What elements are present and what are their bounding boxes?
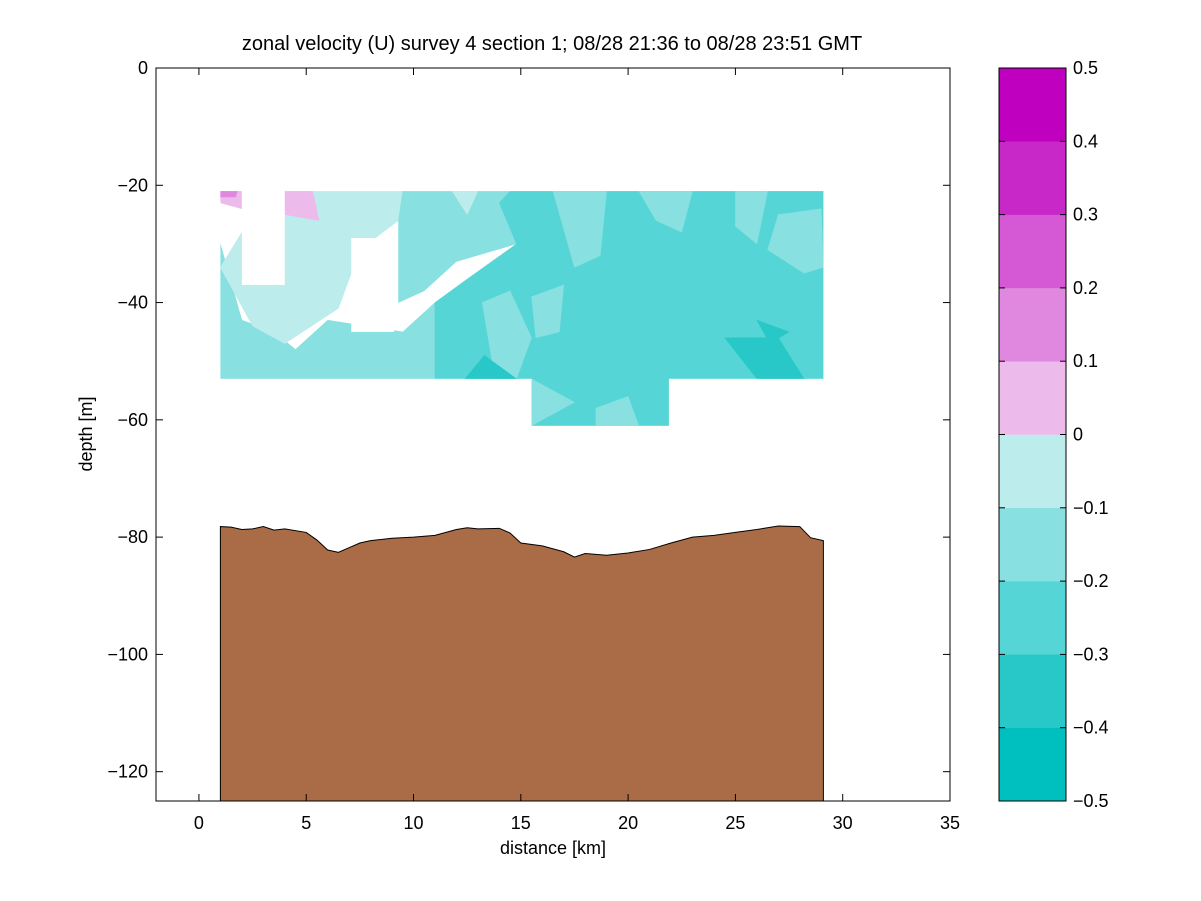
x-tick-label: 10 <box>403 813 423 833</box>
x-tick-label: 20 <box>618 813 638 833</box>
y-tick-label: −120 <box>107 762 148 782</box>
y-tick-label: −40 <box>117 293 148 313</box>
velocity-region <box>464 354 518 380</box>
velocity-field <box>220 191 824 426</box>
x-tick-label: 30 <box>833 813 853 833</box>
colorbar-tick-label: −0.4 <box>1073 718 1109 738</box>
colorbar-tick-label: 0.3 <box>1073 205 1098 225</box>
colorbar-tick-label: −0.2 <box>1073 571 1109 591</box>
y-tick-label: −60 <box>117 410 148 430</box>
y-tick-label: −100 <box>107 644 148 664</box>
velocity-region <box>451 191 479 216</box>
axes-box <box>155 67 951 802</box>
velocity-region <box>595 396 640 426</box>
x-tick-label: 5 <box>301 813 311 833</box>
velocity-region <box>531 284 565 339</box>
velocity-region <box>638 191 693 233</box>
velocity-region <box>531 378 575 426</box>
data-gap <box>351 238 395 332</box>
velocity-region <box>756 319 790 344</box>
velocity-region <box>735 191 768 245</box>
chart-title: zonal velocity (U) survey 4 section 1; 0… <box>242 33 862 55</box>
colorbar-tick-label: 0.1 <box>1073 351 1098 371</box>
y-tick-label: −80 <box>117 527 148 547</box>
y-axis-label: depth [m] <box>76 396 96 471</box>
colorbar-bin <box>998 580 1067 655</box>
colorbar-tick-label: −0.5 <box>1073 791 1109 811</box>
data-gap <box>241 191 285 285</box>
colorbar-tick-label: 0.4 <box>1073 131 1098 151</box>
colorbar-bin <box>998 727 1067 802</box>
colorbar-bin <box>998 287 1067 362</box>
colorbar-bin <box>998 654 1067 728</box>
x-axis-label: distance [km] <box>500 838 606 858</box>
colorbar-bin <box>998 434 1067 509</box>
velocity-region <box>767 208 824 274</box>
colorbar-tick-label: 0 <box>1073 425 1083 445</box>
x-tick-label: 25 <box>725 813 745 833</box>
velocity-region <box>724 337 805 380</box>
x-tick-label: 15 <box>511 813 531 833</box>
velocity-region <box>220 191 238 198</box>
colorbar-bin <box>998 141 1067 215</box>
colorbar-tick-label: 0.5 <box>1073 58 1098 78</box>
seafloor <box>219 525 824 802</box>
colorbar-tick-label: 0.2 <box>1073 278 1098 298</box>
colorbar: 0.5 0.4 0.3 0.2 0.1 0 −0.1 −0.2 −0.3 −0.4 −0.5 <box>998 58 1109 811</box>
colorbar-tick-label: −0.1 <box>1073 498 1109 518</box>
velocity-region <box>552 191 607 268</box>
x-tick-label: 0 <box>194 813 204 833</box>
y-tick-label: 0 <box>138 58 148 78</box>
colorbar-tick-label: −0.3 <box>1073 644 1109 664</box>
colorbar-bin <box>998 67 1067 142</box>
colorbar-bin <box>998 360 1067 435</box>
x-tick-label: 35 <box>940 813 960 833</box>
colorbar-bin <box>998 214 1067 289</box>
plot-area: 0 5 10 15 20 25 30 35 0 −20 −40 −60 −80 −100 −120 <box>107 58 960 833</box>
colorbar-bin <box>998 507 1067 582</box>
y-tick-label: −20 <box>117 175 148 195</box>
